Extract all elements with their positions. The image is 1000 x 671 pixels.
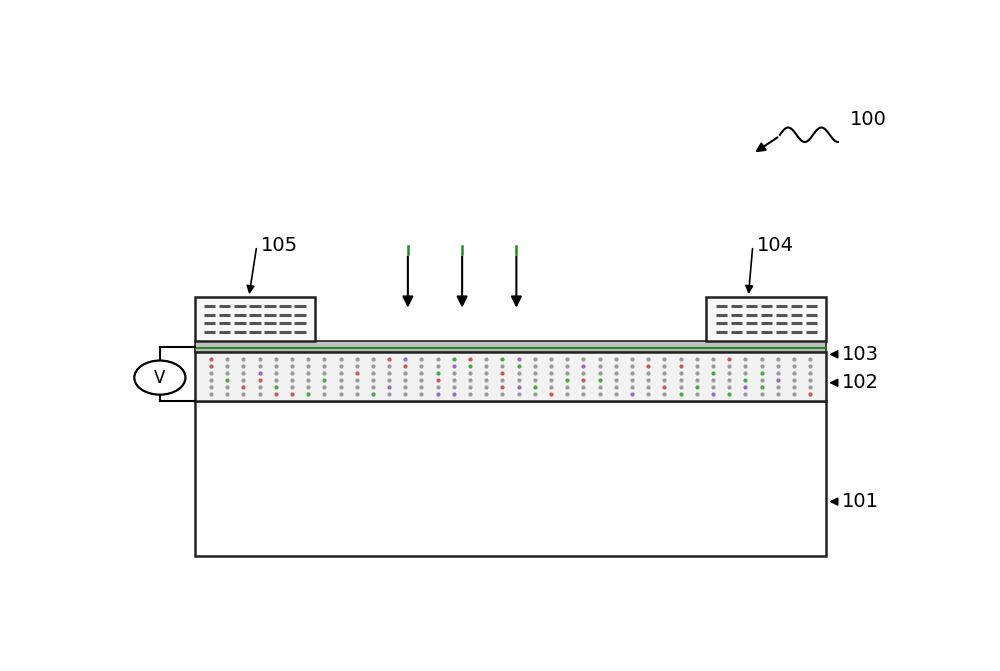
Text: 104: 104 bbox=[757, 236, 794, 256]
Text: 100: 100 bbox=[850, 110, 887, 129]
Text: 103: 103 bbox=[842, 345, 879, 364]
Text: 101: 101 bbox=[842, 492, 879, 511]
Circle shape bbox=[134, 360, 185, 395]
Bar bbox=[195, 341, 826, 352]
Bar bbox=[706, 297, 826, 341]
Text: V: V bbox=[154, 368, 166, 386]
Bar bbox=[195, 401, 826, 556]
Bar bbox=[195, 352, 826, 401]
Bar bbox=[195, 297, 315, 341]
Text: 105: 105 bbox=[261, 236, 298, 256]
Text: 102: 102 bbox=[842, 373, 879, 393]
